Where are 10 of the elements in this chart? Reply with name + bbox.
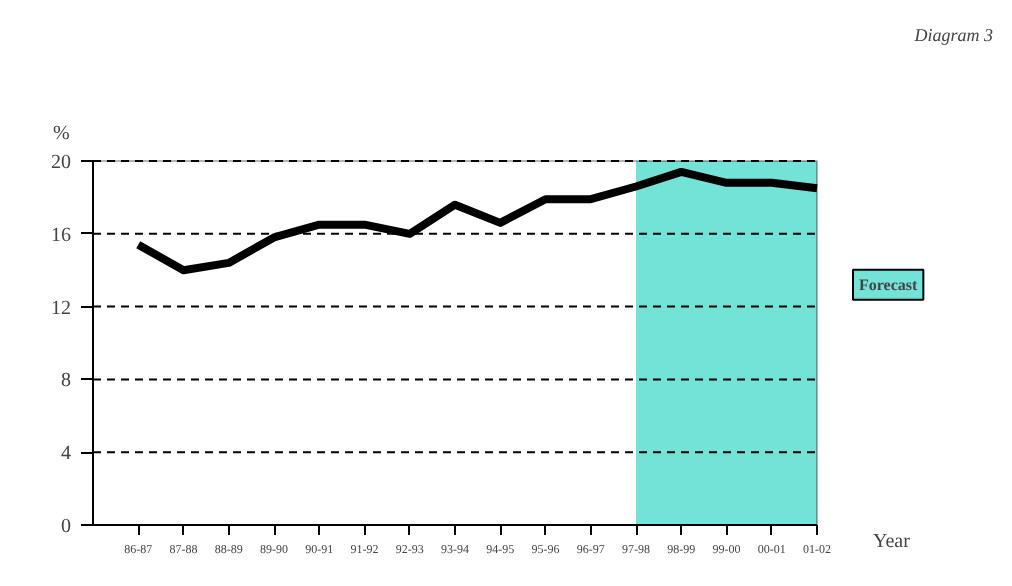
y-axis-title: % <box>53 123 70 145</box>
y-tick-label: 12 <box>51 297 71 320</box>
text: Diagram 3 <box>912 25 994 45</box>
band-label: Forecast <box>859 275 919 294</box>
y-tick-label: 0 <box>61 516 71 538</box>
y-tick-label: 20 <box>51 152 71 174</box>
y-tick-label: 8 <box>61 370 71 393</box>
y-tick-label: 4 <box>61 443 71 466</box>
y-tick-label: 16 <box>51 224 71 247</box>
x-axis-title: Year <box>873 531 912 553</box>
